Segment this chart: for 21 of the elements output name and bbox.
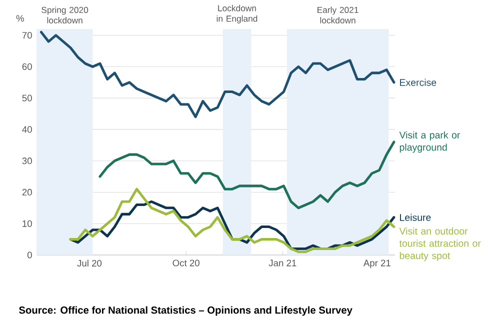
- series-label: Leisure: [400, 214, 431, 221]
- y-tick-label: 70: [22, 32, 32, 39]
- y-tick-label: 20: [22, 188, 32, 196]
- band-label: Lockdown in England: [216, 4, 258, 24]
- x-tick-label: Oct 20: [172, 260, 200, 266]
- y-tick-label: 60: [22, 63, 32, 70]
- series-label: Visit a park or playground: [399, 131, 460, 153]
- x-tick-label: Jul 20: [77, 260, 102, 267]
- y-axis-title: %: [16, 15, 24, 22]
- y-tick-label: 50: [22, 94, 32, 102]
- source-note: Source: Office for National Statistics – Opinions and Lifestyle Survey: [19, 306, 352, 316]
- y-tick-label: 40: [22, 126, 32, 133]
- x-tick-label: Jan 21: [268, 260, 296, 266]
- y-tick-label: 30: [22, 158, 32, 164]
- series-label: Exercise: [400, 78, 436, 86]
- y-tick-label: 10: [22, 220, 32, 227]
- y-tick-label: 0: [27, 252, 32, 258]
- x-tick-label: Apr 21: [363, 260, 390, 268]
- series-label: Visit an outdoor tourist attraction or beauty spot: [399, 227, 481, 262]
- band-label: Spring 2020 lockdown: [42, 6, 88, 24]
- band-label: Early 2021 lockdown: [318, 6, 358, 24]
